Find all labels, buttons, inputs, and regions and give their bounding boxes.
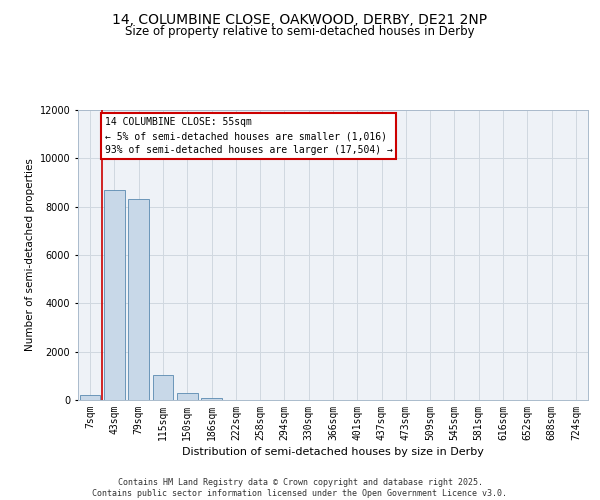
Bar	[128, 200, 149, 400]
Bar	[201, 398, 222, 400]
Text: Size of property relative to semi-detached houses in Derby: Size of property relative to semi-detach…	[125, 25, 475, 38]
Bar	[104, 190, 125, 400]
Bar	[80, 395, 100, 400]
Bar	[152, 374, 173, 400]
Y-axis label: Number of semi-detached properties: Number of semi-detached properties	[25, 158, 35, 352]
X-axis label: Distribution of semi-detached houses by size in Derby: Distribution of semi-detached houses by …	[182, 447, 484, 457]
Text: 14, COLUMBINE CLOSE, OAKWOOD, DERBY, DE21 2NP: 14, COLUMBINE CLOSE, OAKWOOD, DERBY, DE2…	[112, 12, 488, 26]
Text: 14 COLUMBINE CLOSE: 55sqm
← 5% of semi-detached houses are smaller (1,016)
93% o: 14 COLUMBINE CLOSE: 55sqm ← 5% of semi-d…	[105, 117, 392, 155]
Text: Contains HM Land Registry data © Crown copyright and database right 2025.
Contai: Contains HM Land Registry data © Crown c…	[92, 478, 508, 498]
Bar	[177, 393, 197, 400]
